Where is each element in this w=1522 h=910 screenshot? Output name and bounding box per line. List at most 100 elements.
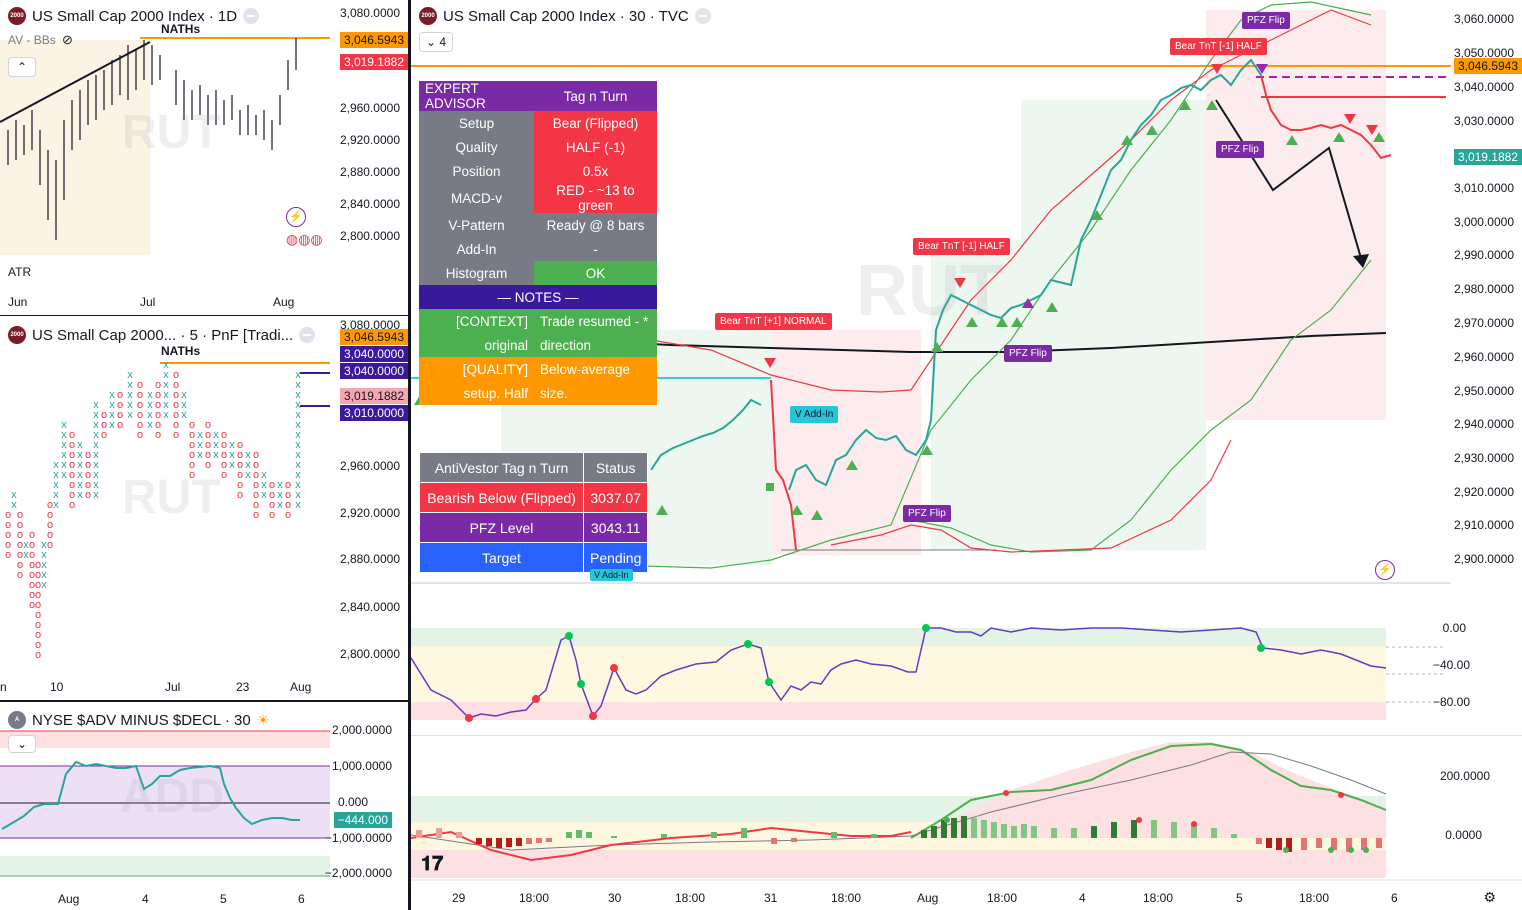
ea-value: HALF (-1) <box>534 135 657 159</box>
svg-text:o: o <box>117 419 123 431</box>
daily-indicators[interactable]: AV - BBs <box>8 33 56 47</box>
tag-bear-tnt-normal: Bear TnT [+1] NORMAL <box>715 313 832 330</box>
svg-text:x: x <box>163 359 169 371</box>
svg-text:x: x <box>61 419 67 431</box>
svg-text:x: x <box>163 389 169 401</box>
ea-note-value: Below-average <box>534 357 657 381</box>
svg-text:o: o <box>117 399 123 411</box>
svg-text:x: x <box>295 489 301 501</box>
pane-divider[interactable] <box>408 0 411 910</box>
add-tag-current: −444.000 <box>333 812 392 828</box>
lightning-icon[interactable]: ⚡ <box>286 207 306 227</box>
pnf-x-label: Jul <box>165 680 181 694</box>
svg-text:x: x <box>61 429 67 441</box>
daily-x-label: Jun <box>8 295 28 309</box>
main-x-label: 5 <box>1236 891 1243 905</box>
svg-text:x: x <box>77 439 83 451</box>
svg-text:o: o <box>69 429 75 441</box>
indicator-count-button[interactable]: ⌄ 4 <box>419 32 453 52</box>
add-symbol-icon: A <box>8 711 26 729</box>
svg-text:o: o <box>137 399 143 411</box>
svg-text:o: o <box>173 399 179 411</box>
symbol-logo-icon: 2000 <box>419 7 437 25</box>
main-x-label: 18:00 <box>675 891 706 905</box>
ea-note-value: size. <box>534 381 657 405</box>
collapse-icon[interactable] <box>243 8 260 24</box>
svg-text:x: x <box>197 449 203 461</box>
add-watermark: ADD <box>120 770 224 823</box>
av-key: PFZ Level <box>419 512 584 543</box>
svg-text:x: x <box>277 479 283 491</box>
svg-text:o: o <box>137 429 143 441</box>
svg-text:x: x <box>77 459 83 471</box>
ea-key: Histogram <box>419 261 534 285</box>
main-x-label: 18:00 <box>519 891 550 905</box>
daily-chart-pane[interactable]: 2000 US Small Cap 2000 Index · 1D AV - B… <box>0 0 408 316</box>
svg-text:o: o <box>137 409 143 421</box>
svg-text:x: x <box>109 389 115 401</box>
svg-text:o: o <box>253 449 259 461</box>
osc-label: 0.00 <box>1442 621 1466 635</box>
svg-text:o: o <box>17 509 23 521</box>
svg-text:x: x <box>93 469 99 481</box>
daily-x-label: Jul <box>140 295 156 309</box>
svg-text:o: o <box>205 419 211 431</box>
daily-price-label: 2,880.0000 <box>339 165 400 179</box>
main-chart-pane[interactable]: 2000 US Small Cap 2000 Index · 30 · TVC … <box>411 0 1522 910</box>
svg-text:x: x <box>277 499 283 511</box>
svg-text:o: o <box>269 479 275 491</box>
svg-text:o: o <box>253 509 259 521</box>
svg-text:x: x <box>213 449 219 461</box>
main-price-label: 2,970.0000 <box>1453 316 1514 330</box>
svg-text:o: o <box>205 449 211 461</box>
svg-text:x: x <box>93 439 99 451</box>
svg-text:o: o <box>69 449 75 461</box>
main-x-label: 18:00 <box>1143 891 1174 905</box>
main-x-label: 4 <box>1079 891 1086 905</box>
svg-text:o: o <box>29 599 35 611</box>
svg-text:o: o <box>101 419 107 431</box>
svg-text:o: o <box>285 489 291 501</box>
svg-text:o: o <box>221 439 227 451</box>
ea-value: Ready @ 8 bars <box>534 213 657 237</box>
chevron-down-button[interactable]: ⌄ <box>8 735 36 753</box>
settings-gear-icon[interactable]: ⚙ <box>1483 889 1496 905</box>
ea-note-key: original <box>419 333 534 357</box>
ea-header-right: Tag n Turn <box>534 81 657 111</box>
tradingview-logo-icon[interactable]: 𝟏𝟕 <box>421 853 444 875</box>
add-chart-pane[interactable]: A NYSE $ADV MINUS $DECL · 30 ☀ ⌄ ADD 2,0… <box>0 704 408 910</box>
svg-text:o: o <box>189 469 195 481</box>
svg-text:x: x <box>229 459 235 471</box>
svg-text:x: x <box>163 399 169 411</box>
main-title: US Small Cap 2000 Index · 30 · TVC <box>443 7 689 25</box>
collapse-icon[interactable] <box>694 8 711 24</box>
main-x-label: 18:00 <box>831 891 862 905</box>
pnf-watermark: RUT <box>122 471 221 524</box>
svg-text:o: o <box>155 409 161 421</box>
lightning-icon[interactable]: ⚡ <box>1375 560 1395 580</box>
chevron-up-button[interactable]: ⌃ <box>8 57 36 77</box>
ea-notes-header-row: — NOTES — <box>419 285 657 309</box>
ea-row: Add-In - <box>419 237 657 261</box>
add-price-label: −1,000.0000 <box>324 831 392 845</box>
svg-text:x: x <box>11 489 17 501</box>
svg-text:x: x <box>53 489 59 501</box>
svg-text:x: x <box>41 549 47 561</box>
svg-text:o: o <box>35 619 41 631</box>
tag-pfz-flip: PFZ Flip <box>1216 141 1264 158</box>
add-price-label: −2,000.0000 <box>324 866 392 880</box>
svg-text:o: o <box>17 569 23 581</box>
svg-text:x: x <box>127 379 133 391</box>
svg-text:o: o <box>35 629 41 641</box>
collapse-icon[interactable] <box>299 327 316 343</box>
main-price-label: 3,000.0000 <box>1453 215 1514 229</box>
main-price-label: 3,040.0000 <box>1453 80 1514 94</box>
add-price-label: 2,000.0000 <box>331 723 392 737</box>
svg-text:o: o <box>17 549 23 561</box>
svg-text:x: x <box>181 409 187 421</box>
main-price-label: 3,010.0000 <box>1453 181 1514 195</box>
add-x-label: Aug <box>58 892 80 906</box>
svg-text:o: o <box>47 519 53 531</box>
eye-off-icon[interactable]: ⊘ <box>62 32 73 47</box>
